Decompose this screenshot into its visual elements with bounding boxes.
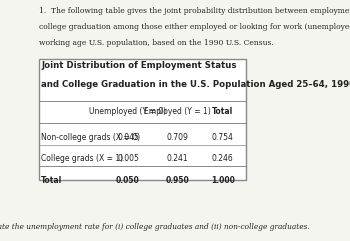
Text: Calculate the unemployment rate for (i) college graduates and (ii) non-college g: Calculate the unemployment rate for (i) … [0,223,310,231]
Text: 1.  The following table gives the joint probability distribution between employm: 1. The following table gives the joint p… [39,7,350,15]
Text: and College Graduation in the U.S. Population Aged 25–64, 1990: and College Graduation in the U.S. Popul… [41,80,350,88]
Text: 0.005: 0.005 [117,154,139,163]
Text: Unemployed (Y = 0): Unemployed (Y = 0) [90,107,167,116]
Text: College grads (X = 1): College grads (X = 1) [41,154,123,163]
FancyBboxPatch shape [39,59,246,180]
Text: Employed (Y = 1): Employed (Y = 1) [144,107,211,116]
Text: Non-college grads (X = 0): Non-college grads (X = 0) [41,133,140,141]
Text: 0.246: 0.246 [212,154,233,163]
Text: 0.045: 0.045 [117,133,139,141]
Text: 0.709: 0.709 [167,133,188,141]
Text: working age U.S. population, based on the 1990 U.S. Census.: working age U.S. population, based on th… [39,39,274,47]
Text: Total: Total [41,176,62,185]
Text: 1.000: 1.000 [211,176,234,185]
Text: 0.241: 0.241 [167,154,188,163]
Text: Total: Total [212,107,233,116]
Text: 0.754: 0.754 [212,133,233,141]
Text: Joint Distribution of Employment Status: Joint Distribution of Employment Status [41,61,237,70]
Text: 0.050: 0.050 [116,176,140,185]
Text: college graduation among those either employed or looking for work (unemployed) : college graduation among those either em… [39,23,350,31]
Text: 0.950: 0.950 [166,176,189,185]
